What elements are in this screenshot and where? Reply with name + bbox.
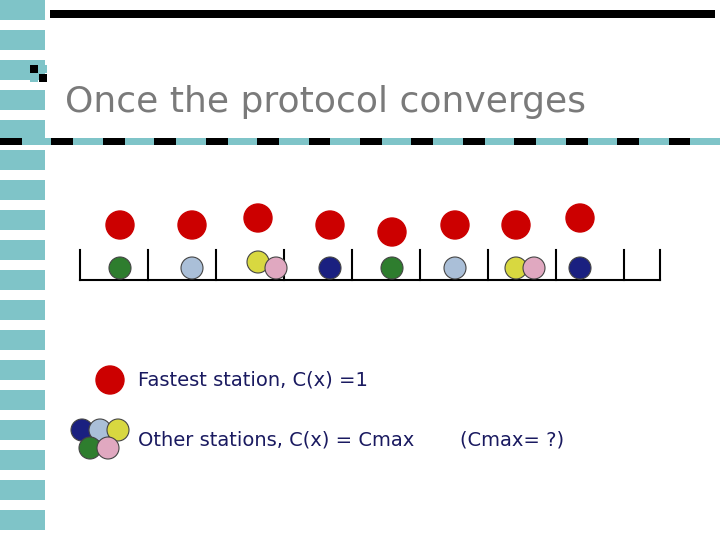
Bar [30,65,38,73]
Bar [39,74,47,82]
Bar [514,138,536,145]
Circle shape [505,257,527,279]
Bar [0,90,45,110]
Bar [0,240,45,260]
Circle shape [569,257,591,279]
Bar [0,420,45,440]
Bar [463,138,485,145]
Bar [0,480,45,500]
Circle shape [97,437,119,459]
Bar [50,10,715,18]
Bar [0,300,45,320]
Circle shape [381,257,403,279]
Circle shape [107,419,129,441]
Circle shape [89,419,111,441]
Circle shape [106,211,134,239]
Bar [309,138,330,145]
Bar [0,150,45,170]
Bar [669,138,690,145]
Bar [0,0,45,20]
Circle shape [79,437,101,459]
Bar [206,138,228,145]
Circle shape [502,211,530,239]
Bar [0,330,45,350]
Circle shape [444,257,466,279]
Bar [0,210,45,230]
Bar [617,138,639,145]
Circle shape [181,257,203,279]
Circle shape [178,211,206,239]
Circle shape [71,419,93,441]
Circle shape [566,204,594,232]
Circle shape [265,257,287,279]
Bar [0,180,45,200]
Bar [154,138,176,145]
Bar [51,138,73,145]
Bar [0,60,45,80]
Bar [0,120,45,140]
Bar [0,360,45,380]
Bar [0,510,45,530]
Bar [360,138,382,145]
Circle shape [96,366,124,394]
Bar [0,450,45,470]
Bar [0,138,720,145]
Circle shape [319,257,341,279]
Circle shape [523,257,545,279]
Bar [411,138,433,145]
Bar [30,74,38,82]
Bar [39,65,47,73]
Text: Other stations, C(x) = Cmax: Other stations, C(x) = Cmax [138,430,414,449]
Bar [0,270,45,290]
Circle shape [441,211,469,239]
Bar [0,390,45,410]
Bar [103,138,125,145]
Circle shape [109,257,131,279]
Text: (Cmax= ?): (Cmax= ?) [460,430,564,449]
Circle shape [244,204,272,232]
Text: Fastest station, C(x) =1: Fastest station, C(x) =1 [138,370,368,389]
Bar [566,138,588,145]
Bar [0,138,22,145]
Circle shape [316,211,344,239]
Bar [0,30,45,50]
Bar [257,138,279,145]
Circle shape [378,218,406,246]
Text: Once the protocol converges: Once the protocol converges [65,85,586,119]
Circle shape [247,251,269,273]
